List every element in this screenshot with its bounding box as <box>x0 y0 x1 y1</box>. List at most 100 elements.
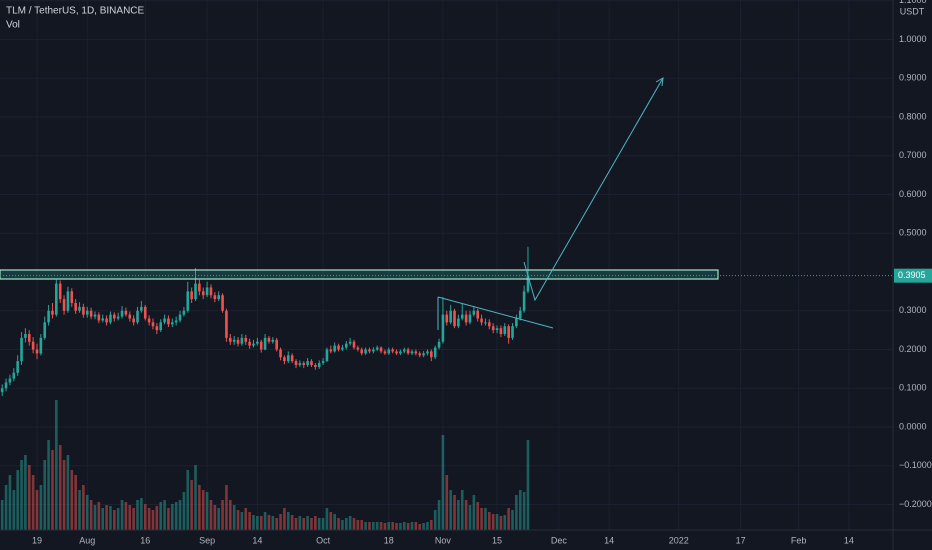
candle-body <box>480 318 483 323</box>
x-tick-label: Sep <box>199 535 215 545</box>
volume-bar <box>286 512 290 530</box>
volume-bar <box>174 502 178 530</box>
candle-body <box>62 299 66 311</box>
volume-bar <box>275 518 278 530</box>
candle-body <box>383 351 387 354</box>
volume-bar <box>128 505 132 530</box>
volume-bar <box>232 505 236 530</box>
volume-bar <box>364 522 367 530</box>
volume-bar <box>522 492 526 530</box>
x-tick-label: 2022 <box>669 535 689 545</box>
candle-body <box>85 310 89 315</box>
candle-body <box>294 361 298 365</box>
candle-body <box>155 326 159 331</box>
candle-body <box>221 295 224 311</box>
candle-body <box>491 326 495 331</box>
candle-body <box>27 333 31 342</box>
candle-body <box>310 361 313 365</box>
candle-body <box>70 291 74 303</box>
candle-body <box>252 343 255 346</box>
volume-bar <box>426 522 429 530</box>
volume-bar <box>306 516 309 530</box>
candle-body <box>341 347 344 350</box>
volume-bar <box>399 523 402 530</box>
candle-body <box>232 339 236 342</box>
candle-body <box>422 353 425 356</box>
candle-body <box>522 291 526 311</box>
candle-body <box>364 349 367 354</box>
volume-bar <box>228 500 232 530</box>
volume-bar <box>360 520 364 530</box>
candle-body <box>441 314 445 342</box>
volume-bar <box>151 510 155 530</box>
candle-body <box>12 372 16 379</box>
candle-body <box>163 318 166 323</box>
volume-bar <box>503 515 507 530</box>
volume-bar <box>460 490 464 530</box>
candle-body <box>120 310 124 317</box>
volume-bar <box>259 516 263 530</box>
candle-body <box>321 361 325 364</box>
candle-body <box>379 347 383 352</box>
grid <box>0 0 893 530</box>
volume-bar <box>507 508 510 530</box>
volume-bar <box>437 500 441 530</box>
volume-bar <box>74 475 77 530</box>
volume-bar <box>178 500 182 530</box>
volume-bar <box>337 518 340 530</box>
volume-bar <box>209 500 213 530</box>
volume-bar <box>449 490 452 530</box>
volume-bar <box>395 523 398 530</box>
candle-body <box>453 310 456 327</box>
volume-bar <box>348 516 352 530</box>
candle-body <box>306 361 309 365</box>
x-tick-label: Aug <box>79 535 95 545</box>
volume-bar <box>109 506 112 530</box>
volume-bar <box>480 508 483 530</box>
x-tick-label: Dec <box>551 535 568 545</box>
volume-bar <box>271 516 275 530</box>
candle-body <box>286 355 290 362</box>
volume-bar <box>383 523 387 530</box>
volume-bar <box>66 455 70 530</box>
volume-bar <box>0 500 4 530</box>
candle-body <box>8 378 12 383</box>
x-tick-label: 14 <box>604 535 614 545</box>
volume-bar <box>225 485 228 530</box>
volume-bar <box>445 475 449 530</box>
volume-bar <box>418 524 422 530</box>
volume-bar <box>430 520 433 530</box>
y-tick-label: 0.1000 <box>899 383 927 393</box>
candle-body <box>205 287 209 296</box>
candle-body <box>302 363 306 365</box>
candle-body <box>314 364 317 367</box>
candle-body <box>209 287 213 296</box>
volume-bar <box>27 465 31 530</box>
y-tick-label: 0.9000 <box>899 73 927 83</box>
volume-bar <box>190 480 193 530</box>
volume-bar <box>368 522 371 530</box>
candle-body <box>375 347 379 350</box>
volume-bar <box>159 502 163 530</box>
candle-body <box>472 310 476 315</box>
y-tick-label: 0.6000 <box>899 189 927 199</box>
candle-body <box>97 314 101 321</box>
y-tick-label: 0.0000 <box>899 421 927 431</box>
volume-bar <box>267 515 271 530</box>
candle-body <box>244 337 248 342</box>
volume-bar <box>518 490 522 530</box>
volume-bar <box>155 506 159 530</box>
y-tick-label: −0.2000 <box>899 499 932 509</box>
candle-body <box>20 337 23 362</box>
volume-bar <box>387 522 391 530</box>
candle-body <box>460 314 464 319</box>
candle-body <box>418 353 422 356</box>
volume-bar <box>468 505 472 530</box>
candle-body <box>248 341 251 346</box>
volume-bar <box>372 522 375 530</box>
x-tick-label: 14 <box>844 535 854 545</box>
candle-body <box>143 306 147 319</box>
candle-body <box>151 322 155 327</box>
